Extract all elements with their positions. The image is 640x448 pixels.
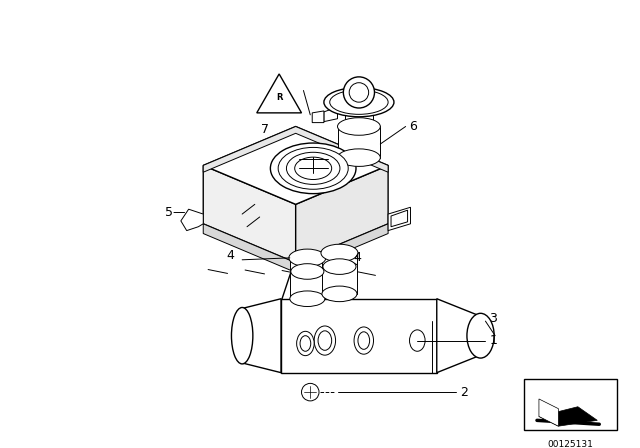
Text: 7: 7 xyxy=(261,123,269,136)
Ellipse shape xyxy=(318,331,332,350)
Ellipse shape xyxy=(300,336,311,351)
Ellipse shape xyxy=(301,383,319,401)
Polygon shape xyxy=(337,126,380,158)
Polygon shape xyxy=(242,299,281,373)
Ellipse shape xyxy=(358,332,370,349)
Text: 00125131: 00125131 xyxy=(548,440,593,448)
Polygon shape xyxy=(296,165,388,263)
Polygon shape xyxy=(290,258,325,299)
Ellipse shape xyxy=(232,307,253,364)
Polygon shape xyxy=(388,207,410,231)
Polygon shape xyxy=(539,399,558,426)
Bar xyxy=(524,379,617,430)
Polygon shape xyxy=(257,74,301,113)
Ellipse shape xyxy=(354,327,374,354)
Ellipse shape xyxy=(324,87,394,117)
Text: 1: 1 xyxy=(490,334,497,347)
Ellipse shape xyxy=(294,157,332,180)
Polygon shape xyxy=(436,299,476,373)
Ellipse shape xyxy=(290,291,325,306)
Ellipse shape xyxy=(323,259,356,274)
Text: R: R xyxy=(276,93,282,102)
Text: 6: 6 xyxy=(410,120,417,133)
Polygon shape xyxy=(204,126,388,172)
Text: 2: 2 xyxy=(460,386,468,399)
Ellipse shape xyxy=(314,326,335,355)
Polygon shape xyxy=(346,107,372,129)
Polygon shape xyxy=(539,407,597,426)
Ellipse shape xyxy=(291,264,324,279)
Ellipse shape xyxy=(337,118,380,135)
Text: 4: 4 xyxy=(353,251,361,264)
Ellipse shape xyxy=(321,244,358,262)
Text: 5—: 5— xyxy=(165,206,186,219)
Polygon shape xyxy=(312,111,324,123)
Ellipse shape xyxy=(270,143,356,194)
Ellipse shape xyxy=(278,147,348,189)
Polygon shape xyxy=(181,209,204,231)
Ellipse shape xyxy=(467,313,494,358)
Ellipse shape xyxy=(287,152,340,185)
Ellipse shape xyxy=(297,332,314,356)
Polygon shape xyxy=(204,165,296,263)
Polygon shape xyxy=(324,107,337,121)
Ellipse shape xyxy=(343,77,374,108)
Ellipse shape xyxy=(289,249,326,267)
Ellipse shape xyxy=(349,83,369,102)
Text: 4: 4 xyxy=(227,250,234,263)
Ellipse shape xyxy=(330,90,388,114)
Polygon shape xyxy=(322,253,357,294)
Ellipse shape xyxy=(337,149,380,166)
Polygon shape xyxy=(204,224,388,272)
Ellipse shape xyxy=(410,330,425,351)
Polygon shape xyxy=(281,299,436,373)
Text: 3: 3 xyxy=(490,312,497,325)
Ellipse shape xyxy=(322,286,357,302)
Polygon shape xyxy=(204,126,388,204)
Polygon shape xyxy=(391,210,408,227)
